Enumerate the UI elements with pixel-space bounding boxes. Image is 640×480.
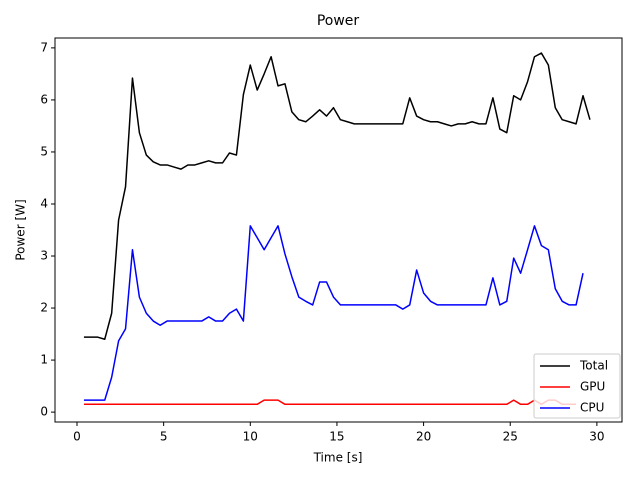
chart-title: Power [317,13,360,29]
y-tick-label: 2 [40,301,48,315]
x-tick-label: 30 [589,430,604,444]
x-tick-label: 20 [416,430,431,444]
y-tick-label: 7 [40,40,48,54]
legend-box [533,353,621,419]
y-tick-label: 1 [40,353,48,367]
series-line [83,399,577,406]
legend-label: CPU [580,401,604,415]
x-tick-label: 10 [243,430,258,444]
y-tick-label: 5 [40,144,48,158]
x-tick-label: 15 [329,430,344,444]
y-axis-label: Power [W] [14,199,28,260]
legend-label: GPU [580,380,605,394]
x-tick-label: 5 [160,430,168,444]
legend-label: Total [579,359,608,373]
y-tick-label: 3 [40,249,48,263]
series-line [83,52,591,341]
x-axis-label: Time [s] [313,451,363,465]
x-tick-label: 25 [503,430,518,444]
series-line [83,225,584,401]
y-tick-label: 6 [40,92,48,106]
x-tick-label: 0 [73,430,81,444]
y-tick-label: 4 [40,196,48,210]
plot-frame [54,37,623,423]
y-tick-label: 0 [40,405,48,419]
